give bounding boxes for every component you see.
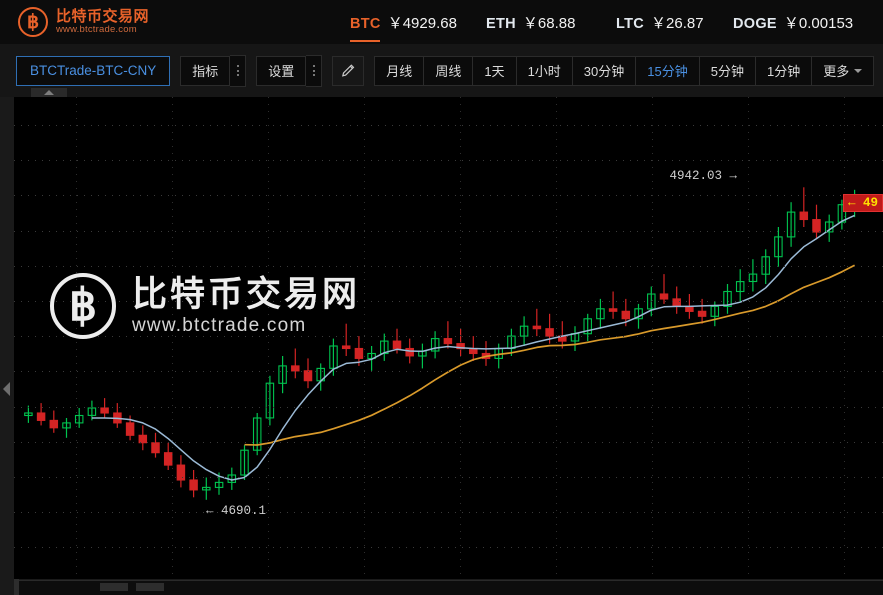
timeframe-5[interactable]: 15分钟 xyxy=(636,55,700,86)
bitcoin-icon: ฿ xyxy=(18,7,48,37)
last-price-tag: ← 49 xyxy=(842,193,883,212)
gridline-h xyxy=(14,442,883,443)
symbol-expand-tab[interactable] xyxy=(31,87,67,97)
pencil-icon[interactable] xyxy=(332,55,365,86)
settings-menu-icon[interactable] xyxy=(306,54,323,87)
chart-area[interactable]: ฿ 比特币交易网 www.btctrade.com 4942.03 → ← 46… xyxy=(0,97,883,595)
scrollbar-left-edge[interactable] xyxy=(14,579,19,595)
time-scrollbar[interactable] xyxy=(14,580,883,595)
ticker-doge[interactable]: DOGE ￥0.00153 xyxy=(733,12,853,33)
ticker-list: BTC ￥4929.68 ETH ￥68.88 LTC ￥26.87 DOGE ￥0.0015… xyxy=(168,0,883,44)
chevron-up-icon xyxy=(44,89,54,95)
candlestick-series xyxy=(24,187,859,500)
more-button[interactable]: 更多 xyxy=(812,55,875,86)
gridline-v xyxy=(748,97,749,579)
gridline-v xyxy=(268,97,269,579)
timeframe-6[interactable]: 5分钟 xyxy=(699,55,756,86)
low-price-label: ← 4690.1 xyxy=(205,503,266,518)
more-group: 更多 xyxy=(812,55,875,86)
gridline-v xyxy=(76,97,77,579)
ticker-ltc[interactable]: LTC ￥26.87 xyxy=(616,12,704,33)
settings-group: 设置 xyxy=(256,54,323,87)
gridline-h xyxy=(14,477,883,478)
gridline-h xyxy=(14,371,883,372)
indicators-menu-icon[interactable] xyxy=(230,54,247,87)
ticker-price: ￥68.88 xyxy=(522,14,576,32)
gridline-h xyxy=(14,336,883,337)
ticker-symbol: LTC xyxy=(616,15,645,32)
chart-toolbar: BTCTrade-BTC-CNY 指标 设置 xyxy=(0,44,883,97)
gridline-h xyxy=(14,195,883,196)
spacer xyxy=(322,70,332,71)
timeframe-1[interactable]: 周线 xyxy=(424,55,474,86)
gridline-h xyxy=(14,512,883,513)
chevron-down-icon xyxy=(854,68,863,73)
panel-collapse-handle[interactable] xyxy=(3,382,10,396)
gridline-v xyxy=(652,97,653,579)
draw-group xyxy=(332,55,365,86)
gridline-v xyxy=(844,97,845,579)
timeframe-2[interactable]: 1天 xyxy=(473,55,517,86)
ticker-price: ￥26.87 xyxy=(651,14,704,32)
brand-name: 比特币交易网 xyxy=(56,8,150,26)
gridline-v xyxy=(556,97,557,579)
settings-button[interactable]: 设置 xyxy=(256,55,307,86)
symbol-value: BTCTrade-BTC-CNY xyxy=(30,63,157,78)
indicator-group: 指标 xyxy=(180,54,247,87)
symbol-group: BTCTrade-BTC-CNY xyxy=(16,55,171,97)
ticker-price: ￥0.00153 xyxy=(783,14,854,32)
ticker-btc[interactable]: BTC ￥4929.68 xyxy=(350,12,457,42)
timeframe-group: 月线 周线 1天 1小时 30分钟 15分钟 5分钟 1分钟 xyxy=(374,55,813,86)
ticker-symbol: BTC xyxy=(350,15,381,32)
gridline-v xyxy=(460,97,461,579)
gridline-h xyxy=(14,266,883,267)
gridline-v xyxy=(364,97,365,579)
ticker-price: ￥4929.68 xyxy=(387,14,457,32)
symbol-input[interactable]: BTCTrade-BTC-CNY xyxy=(16,55,171,97)
timeframe-3[interactable]: 1小时 xyxy=(516,55,573,86)
timeframe-7[interactable]: 1分钟 xyxy=(755,55,813,86)
spacer xyxy=(246,70,256,71)
indicators-button[interactable]: 指标 xyxy=(180,55,231,86)
spacer xyxy=(170,70,180,71)
more-label: 更多 xyxy=(823,64,850,79)
gridline-h xyxy=(14,125,883,126)
gridline-h xyxy=(14,301,883,302)
high-price-label: 4942.03 → xyxy=(669,169,737,184)
gridline-h xyxy=(14,160,883,161)
zoom-out-button[interactable] xyxy=(100,583,128,591)
left-panel-rail xyxy=(0,97,14,579)
active-indicator xyxy=(350,39,380,42)
timeframe-0[interactable]: 月线 xyxy=(374,55,425,86)
site-logo[interactable]: ฿ 比特币交易网 www.btctrade.com xyxy=(18,7,168,37)
brand-url: www.btctrade.com xyxy=(56,23,137,35)
ticker-eth[interactable]: ETH ￥68.88 xyxy=(486,12,575,33)
ticker-symbol: ETH xyxy=(486,15,516,32)
spacer xyxy=(364,70,374,71)
zoom-in-button[interactable] xyxy=(136,583,164,591)
chart-bottom-bar xyxy=(0,579,883,595)
gridline-h xyxy=(14,407,883,408)
brand-text: 比特币交易网 www.btctrade.com xyxy=(56,9,149,35)
gridline-v xyxy=(172,97,173,579)
site-header: ฿ 比特币交易网 www.btctrade.com BTC ￥4929.68 ETH… xyxy=(0,0,883,44)
gridline-h xyxy=(14,547,883,548)
price-plot[interactable]: ฿ 比特币交易网 www.btctrade.com 4942.03 → ← 46… xyxy=(14,97,883,579)
ticker-symbol: DOGE xyxy=(733,15,777,32)
timeframe-4[interactable]: 30分钟 xyxy=(572,55,637,86)
gridline-h xyxy=(14,231,883,232)
